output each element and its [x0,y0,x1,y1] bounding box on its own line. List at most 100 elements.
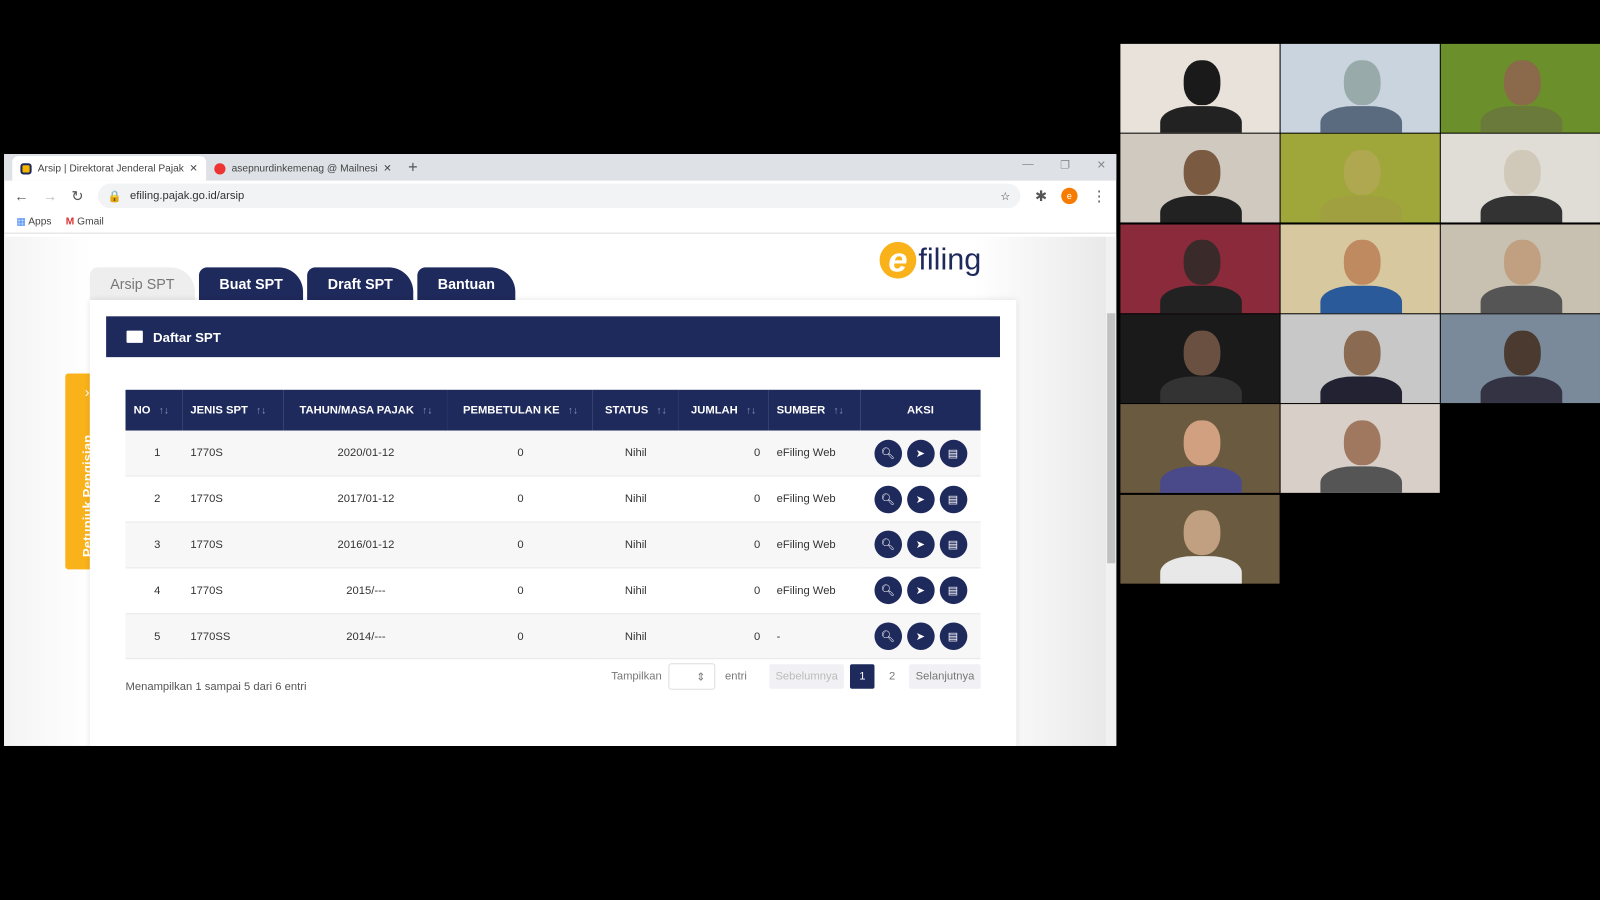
sort-icon[interactable]: ↑↓ [422,405,433,417]
tab-draft-spt[interactable]: Draft SPT [307,267,414,300]
send-button[interactable]: ➤ [906,576,935,605]
daftar-spt-card: Daftar SPT NO ↑↓ JENIS SPT ↑↓ TAHUN/MASA PAJ… [89,299,1017,746]
table-row: 3 1770S 2016/01-12 0 Nihil 0 eFiling Web 🔍︎ ➤ ▤ [125,522,981,569]
extensions-icon[interactable]: ✱ [1034,187,1047,204]
bookmarks-bar: ▦ Apps M Gmail [4,211,1117,234]
new-tab-button[interactable]: + [408,159,418,177]
participant-video[interactable] [1280,314,1440,403]
page-content: › Petunjuk Pengisian e filing Arsip SPT Bu… [4,236,1107,746]
column-header[interactable]: PEMBETULAN KE ↑↓ [448,389,593,431]
participant-video[interactable] [1280,404,1440,494]
file-button[interactable]: ▤ [939,622,967,651]
column-header[interactable]: AKSI [860,389,981,431]
participant-video[interactable] [1440,133,1600,223]
cell: eFiling Web [768,567,861,614]
page-1-button[interactable]: 1 [850,664,875,689]
send-button[interactable]: ➤ [906,485,935,513]
participant-video[interactable] [1440,314,1600,403]
sort-icon[interactable]: ↑↓ [656,405,667,417]
browser-tab-mailnesia[interactable]: asepnurdinkemenag @ Mailnesia ✕ [206,156,400,180]
column-header[interactable]: STATUS ↑↓ [592,389,679,431]
cell: 0 [448,522,593,569]
restore-icon[interactable]: ❐ [1060,159,1071,172]
send-button[interactable]: ➤ [906,531,935,559]
send-button[interactable]: ➤ [906,622,935,651]
column-header[interactable]: TAHUN/MASA PAJAK ↑↓ [283,389,449,431]
reload-icon[interactable]: ↻ [71,187,84,204]
cell: 2014/--- [283,613,449,660]
cell: - [768,613,861,660]
back-icon[interactable]: ← [14,187,29,205]
file-button[interactable]: ▤ [939,439,967,467]
column-header[interactable]: JUMLAH ↑↓ [678,389,769,431]
sort-icon[interactable]: ↑↓ [255,405,267,417]
page-size-select[interactable]: ⇕ [667,663,715,690]
bookmark-apps[interactable]: ▦ Apps [16,216,52,228]
file-button[interactable]: ▤ [939,531,967,559]
scrollbar[interactable] [1106,236,1117,746]
close-icon[interactable]: ✕ [383,162,392,174]
url-text: efiling.pajak.go.id/arsip [130,189,245,203]
tab-title: Arsip | Direktorat Jenderal Pajak [37,162,184,174]
cell: Nihil [592,522,679,569]
sort-icon[interactable]: ↑↓ [833,405,844,417]
close-window-icon[interactable]: ✕ [1096,159,1107,172]
sort-icon[interactable]: ↑↓ [567,405,579,417]
participant-video[interactable] [1440,224,1600,313]
favicon-icon [20,162,32,174]
send-button[interactable]: ➤ [906,439,935,467]
cell: 0 [678,522,769,569]
page-2-button[interactable]: 2 [888,670,896,683]
participant-video[interactable] [1120,314,1280,403]
forward-icon[interactable]: → [42,187,58,205]
pagination: Tampilkan ⇕ entri Sebelumnya 1 2 Selanju… [611,663,981,690]
efiling-logo: e filing [879,240,981,279]
participant-video[interactable] [1120,224,1280,313]
tab-buat-spt[interactable]: Buat SPT [198,267,304,300]
search-button[interactable]: 🔍︎ [874,439,902,467]
spt-table: NO ↑↓ JENIS SPT ↑↓ TAHUN/MASA PAJAK ↑↓ PEMBETU… [125,389,981,660]
cell: 3 [125,522,183,569]
file-button[interactable]: ▤ [939,576,967,605]
participant-video[interactable] [1280,43,1440,133]
prev-page-button[interactable]: Sebelumnya [769,664,844,689]
menu-icon[interactable]: ⋮ [1091,187,1107,204]
table-row: 1 1770S 2020/01-12 0 Nihil 0 eFiling Web 🔍︎ ➤ ▤ [125,430,981,477]
cell: 0 [448,430,593,477]
participant-video[interactable] [1120,404,1280,494]
cell: 0 [678,613,769,660]
file-button[interactable]: ▤ [939,485,967,513]
participant-video[interactable] [1120,494,1280,584]
folder-icon [126,330,143,343]
bookmark-gmail[interactable]: M Gmail [65,216,104,228]
search-button[interactable]: 🔍︎ [874,485,902,513]
entries-label: entri [725,670,747,683]
close-icon[interactable]: ✕ [189,162,198,174]
participant-video[interactable] [1440,43,1600,133]
search-button[interactable]: 🔍︎ [874,531,902,559]
participant-video[interactable] [1120,133,1280,223]
tab-bantuan[interactable]: Bantuan [417,267,516,300]
profile-avatar[interactable]: e [1061,187,1078,205]
tab-arsip-spt[interactable]: Arsip SPT [89,267,195,300]
cell: 5 [125,613,183,660]
sort-icon[interactable]: ↑↓ [745,405,757,417]
sort-icon[interactable]: ↑↓ [158,405,169,417]
search-button[interactable]: 🔍︎ [874,622,902,651]
column-header[interactable]: SUMBER ↑↓ [768,389,861,431]
star-icon[interactable]: ☆ [1000,190,1011,203]
cell: eFiling Web [768,430,861,477]
minimize-icon[interactable]: — [1022,158,1034,171]
address-bar[interactable]: 🔒 efiling.pajak.go.id/arsip ☆ [97,183,1021,209]
browser-tab-arsip[interactable]: Arsip | Direktorat Jenderal Pajak ✕ [12,156,207,181]
cell: 1770S [182,430,284,477]
column-header[interactable]: JENIS SPT ↑↓ [182,389,284,431]
participant-video[interactable] [1280,133,1440,223]
participant-video[interactable] [1120,43,1280,133]
column-header[interactable]: NO ↑↓ [125,389,183,431]
cell: 1770SS [182,613,284,660]
search-button[interactable]: 🔍︎ [874,576,902,605]
card-title: Daftar SPT [153,329,221,345]
participant-video[interactable] [1280,224,1440,313]
next-page-button[interactable]: Selanjutnya [909,664,981,689]
